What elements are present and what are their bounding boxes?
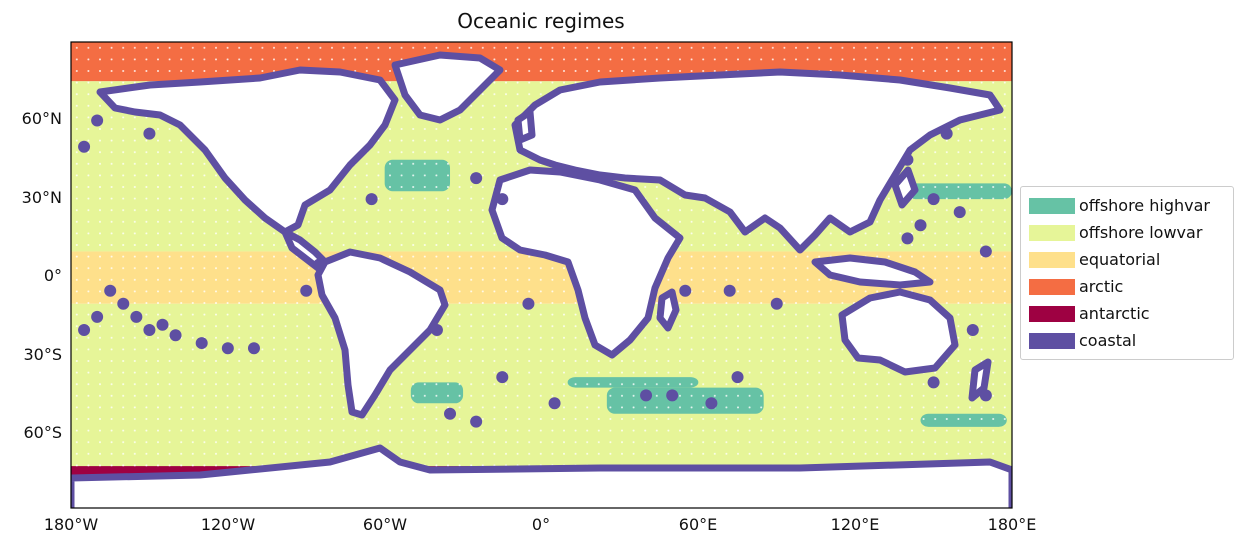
x-tick-label: 60°E bbox=[679, 515, 717, 534]
coastal-marker bbox=[91, 310, 104, 323]
coastal-marker bbox=[91, 114, 104, 127]
coastal-marker bbox=[914, 219, 927, 232]
coastal-marker bbox=[979, 245, 992, 258]
coastal-marker bbox=[247, 342, 260, 355]
coastal-marker bbox=[117, 297, 130, 310]
x-tick-label: 60°W bbox=[363, 515, 407, 534]
coastal-marker bbox=[548, 397, 561, 410]
coastal-marker bbox=[496, 371, 509, 384]
coastal-marker bbox=[901, 232, 914, 245]
land-southeast-asia-islands bbox=[811, 254, 934, 289]
legend-item-offshore-highvar: offshore highvar bbox=[1029, 192, 1233, 219]
coastal-marker bbox=[723, 284, 736, 297]
coastal-marker bbox=[940, 127, 953, 140]
plot-frame bbox=[70, 41, 1013, 509]
land-masses bbox=[71, 51, 1012, 508]
land-australia bbox=[838, 288, 959, 376]
y-tick-label: 60°S bbox=[23, 423, 62, 442]
land-north-america bbox=[96, 66, 399, 236]
y-tick-label: 30°N bbox=[22, 188, 62, 207]
legend-item-arctic: arctic bbox=[1029, 273, 1233, 300]
coastal-marker bbox=[496, 193, 509, 206]
map-plot-area bbox=[71, 42, 1012, 508]
land-uk bbox=[514, 108, 536, 144]
coastal-marker bbox=[221, 342, 234, 355]
coastal-marker bbox=[444, 407, 457, 420]
land-africa bbox=[488, 166, 684, 359]
coastal-marker bbox=[78, 140, 91, 153]
land-south-america bbox=[314, 248, 449, 419]
coastal-marker bbox=[104, 284, 117, 297]
coastal-marker bbox=[169, 329, 182, 342]
legend-label: antarctic bbox=[1079, 304, 1150, 323]
land-eurasia bbox=[511, 68, 1004, 254]
legend-label: equatorial bbox=[1079, 250, 1161, 269]
x-tick-label: 0° bbox=[532, 515, 550, 534]
coastal-marker bbox=[130, 310, 143, 323]
coastal-marker bbox=[195, 337, 208, 350]
coastal-marker bbox=[143, 323, 156, 336]
land-japan bbox=[891, 166, 919, 209]
coastal-marker bbox=[731, 371, 744, 384]
legend-swatch bbox=[1029, 224, 1075, 241]
coastal-marker bbox=[966, 323, 979, 336]
legend-label: offshore lowvar bbox=[1079, 223, 1203, 242]
x-tick-label: 180°W bbox=[44, 515, 99, 534]
coastal-marker bbox=[313, 258, 326, 271]
y-tick-label: 30°S bbox=[23, 345, 62, 364]
y-tick-label: 0° bbox=[44, 266, 62, 285]
coastal-marker bbox=[522, 297, 535, 310]
coastal-marker bbox=[679, 284, 692, 297]
land-new-zealand bbox=[968, 358, 992, 402]
coastal-marker bbox=[640, 389, 653, 402]
y-axis-ticks: 60°N 30°N 0° 30°S 60°S bbox=[22, 109, 62, 442]
coastal-marker bbox=[470, 172, 483, 185]
legend: offshore highvar offshore lowvar equator… bbox=[1020, 186, 1234, 360]
coastal-marker bbox=[470, 415, 483, 428]
coastal-marker bbox=[953, 206, 966, 219]
y-tick-label: 60°N bbox=[22, 109, 62, 128]
coastal-marker bbox=[666, 389, 679, 402]
legend-swatch bbox=[1029, 278, 1075, 295]
legend-swatch bbox=[1029, 251, 1075, 268]
x-tick-label: 120°W bbox=[201, 515, 256, 534]
coastal-island-markers bbox=[78, 114, 992, 428]
coastal-marker bbox=[770, 297, 783, 310]
x-axis-ticks: 180°W 120°W 60°W 0° 60°E 120°E 180°E bbox=[44, 515, 1037, 534]
coastal-marker bbox=[705, 397, 718, 410]
legend-label: arctic bbox=[1079, 277, 1124, 296]
x-tick-label: 180°E bbox=[988, 515, 1037, 534]
coastal-marker bbox=[156, 318, 169, 331]
coastal-marker bbox=[979, 389, 992, 402]
land-madagascar bbox=[656, 288, 680, 332]
coastal-marker bbox=[901, 153, 914, 166]
legend-item-offshore-lowvar: offshore lowvar bbox=[1029, 219, 1233, 246]
map-title: Oceanic regimes bbox=[457, 9, 625, 33]
legend-label: coastal bbox=[1079, 331, 1137, 350]
land-greenland bbox=[391, 51, 504, 124]
land-antarctica bbox=[71, 444, 1012, 508]
legend-swatch bbox=[1029, 197, 1075, 214]
legend-item-coastal: coastal bbox=[1029, 327, 1233, 354]
legend-swatch bbox=[1029, 305, 1075, 322]
coastal-marker bbox=[927, 193, 940, 206]
coastal-marker bbox=[430, 323, 443, 336]
coastal-marker bbox=[365, 193, 378, 206]
coastal-marker bbox=[143, 127, 156, 140]
coastal-marker bbox=[927, 376, 940, 389]
legend-item-antarctic: antarctic bbox=[1029, 300, 1233, 327]
x-tick-label: 120°E bbox=[831, 515, 880, 534]
coastal-marker bbox=[300, 284, 313, 297]
legend-item-equatorial: equatorial bbox=[1029, 246, 1233, 273]
coastal-marker bbox=[78, 323, 91, 336]
legend-label: offshore highvar bbox=[1079, 196, 1210, 215]
legend-swatch bbox=[1029, 332, 1075, 349]
